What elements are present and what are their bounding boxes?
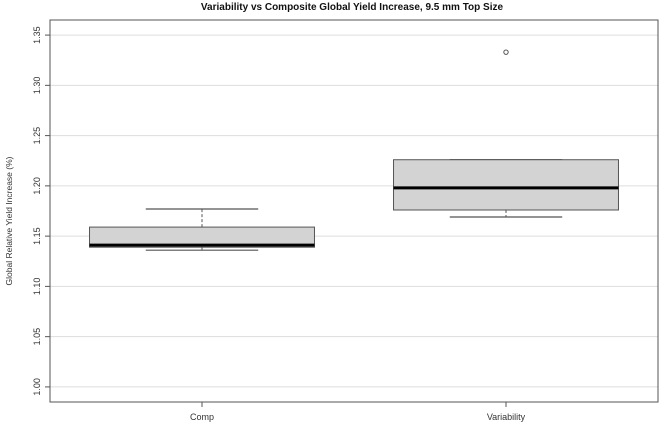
y-tick-label: 1.00 — [32, 378, 42, 396]
y-tick-label: 1.15 — [32, 227, 42, 245]
y-tick-label: 1.10 — [32, 278, 42, 296]
y-tick-label: 1.30 — [32, 77, 42, 95]
y-tick-label: 1.20 — [32, 177, 42, 195]
x-tick-label: Variability — [487, 412, 526, 422]
x-tick-label: Comp — [190, 412, 214, 422]
iqr-box — [393, 159, 619, 211]
plot-frame — [49, 19, 659, 403]
chart-title: Variability vs Composite Global Yield In… — [201, 2, 504, 13]
y-axis-title: Global Relative Yield Increase (%) — [4, 156, 14, 285]
y-tick-label: 1.35 — [32, 26, 42, 44]
box-group-variability — [393, 49, 619, 218]
y-tick-label: 1.25 — [32, 127, 42, 145]
outlier-point — [503, 49, 509, 55]
box-group-comp — [89, 208, 315, 251]
iqr-box — [89, 226, 315, 248]
plot-area: 1.00 1.05 1.10 1.15 1.20 1.25 1.30 1.35 Comp Vari… — [32, 19, 659, 422]
y-tick-label: 1.05 — [32, 328, 42, 346]
